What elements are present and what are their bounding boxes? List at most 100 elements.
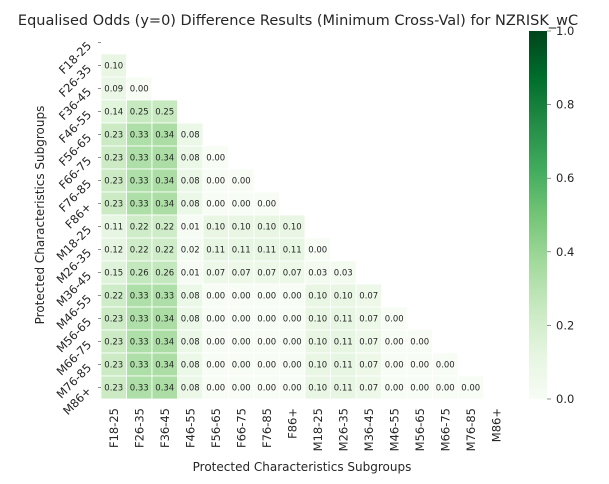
cell-value-label: 0.33: [130, 177, 149, 187]
cell-value-label: 0.08: [181, 361, 200, 371]
cell-value-label: 0.00: [283, 315, 302, 325]
cell-value-label: 0.34: [155, 131, 174, 141]
colorbar-tick-label: 0.4: [556, 245, 574, 259]
cell-value-label: 0.11: [334, 315, 353, 325]
cell-value-label: 0.00: [385, 338, 404, 348]
cell-value-label: 0.33: [130, 131, 149, 141]
cell-value-label: 0.00: [410, 338, 429, 348]
cell-value-label: 0.33: [130, 200, 149, 210]
cell-value-label: 0.10: [308, 338, 327, 348]
cell-value-label: 0.00: [283, 292, 302, 302]
cell-value-label: 0.23: [104, 177, 123, 187]
colorbar-ticks: 0.0 0.2 0.4 0.6 0.8 1.0: [547, 24, 574, 406]
x-tick-label: F76-85: [260, 408, 274, 448]
cell-value-label: 0.33: [130, 154, 149, 164]
cell-value-label: 0.07: [359, 361, 378, 371]
cell-value-label: 0.00: [232, 338, 251, 348]
cell-value-label: 0.23: [104, 361, 123, 371]
cell-value-label: 0.00: [385, 384, 404, 394]
heatmap-cell: [457, 375, 484, 400]
chart-title: Equalised Odds (y=0) Difference Results …: [18, 13, 578, 29]
cell-value-label: 0.00: [461, 384, 480, 394]
x-tick-label: M26-35: [336, 408, 350, 451]
cell-value-label: 0.02: [181, 246, 200, 256]
cell-value-label: 0.01: [181, 269, 200, 279]
cell-value-label: 0.03: [308, 269, 327, 279]
x-tick-label: M56-65: [413, 408, 427, 451]
cell-value-label: 0.07: [257, 269, 276, 279]
cell-value-label: 0.00: [410, 361, 429, 371]
cell-value-label: 0.34: [155, 384, 174, 394]
cell-value-label: 0.00: [206, 292, 225, 302]
cell-value-label: 0.10: [283, 223, 302, 233]
cell-value-label: 0.00: [436, 384, 455, 394]
cell-value-label: 0.34: [155, 177, 174, 187]
cell-value-label: 0.00: [283, 338, 302, 348]
cell-value-label: 0.33: [155, 292, 174, 302]
x-tick-label: F36-45: [158, 408, 172, 448]
cell-value-label: 0.33: [130, 384, 149, 394]
y-axis-label: Protected Characteristics Subgroups: [33, 106, 47, 325]
cell-value-label: 0.10: [104, 62, 123, 72]
cell-value-label: 0.08: [181, 154, 200, 164]
cell-value-label: 0.34: [155, 200, 174, 210]
cell-value-label: 0.33: [130, 361, 149, 371]
x-tick-labels: F18-25 F26-35 F36-45 F46-55 F56-65 F66-75 F76-…: [107, 408, 504, 451]
cell-value-label: 0.22: [155, 246, 174, 256]
colorbar-tick-label: 0.0: [556, 392, 574, 406]
cell-value-label: 0.00: [232, 315, 251, 325]
cell-value-label: 0.11: [334, 384, 353, 394]
cell-value-label: 0.00: [283, 361, 302, 371]
cell-value-label: 0.00: [232, 384, 251, 394]
cell-value-label: 0.07: [359, 292, 378, 302]
cell-value-label: 0.23: [104, 131, 123, 141]
cell-value-label: 0.11: [334, 361, 353, 371]
cell-value-label: 0.00: [385, 315, 404, 325]
cell-value-label: 0.00: [206, 154, 225, 164]
cell-value-label: 0.34: [155, 361, 174, 371]
cell-value-label: 0.08: [181, 292, 200, 302]
x-tick-label: M86+: [489, 408, 503, 442]
cell-value-label: 0.11: [257, 246, 276, 256]
cell-value-label: 0.23: [104, 384, 123, 394]
x-tick-label: F18-25: [107, 408, 121, 448]
cell-value-label: 0.26: [155, 269, 174, 279]
cell-value-label: 0.00: [206, 384, 225, 394]
cell-value-label: 0.26: [130, 269, 149, 279]
cell-value-label: 0.00: [385, 361, 404, 371]
x-tick-label: F56-65: [209, 408, 223, 448]
cell-value-label: 0.10: [232, 223, 251, 233]
cell-value-label: 0.00: [206, 338, 225, 348]
x-tick-label: M66-75: [438, 408, 452, 451]
x-tick-label: F66-75: [234, 408, 248, 448]
cell-value-label: 0.22: [155, 223, 174, 233]
cell-value-label: 0.33: [130, 292, 149, 302]
x-tick-label: M46-55: [387, 408, 401, 451]
cell-value-label: 0.07: [359, 338, 378, 348]
cell-value-label: 0.00: [308, 246, 327, 256]
cell-value-label: 0.22: [130, 223, 149, 233]
cell-value-label: 0.08: [181, 384, 200, 394]
cell-value-label: 0.15: [104, 269, 123, 279]
cell-value-label: 0.10: [334, 292, 353, 302]
cell-value-label: 0.22: [104, 292, 123, 302]
cell-value-label: 0.10: [308, 315, 327, 325]
x-tick-label: M76-85: [464, 408, 478, 451]
cell-value-label: 0.00: [232, 361, 251, 371]
cell-value-label: 0.11: [283, 246, 302, 256]
colorbar-tick-label: 0.2: [556, 318, 574, 332]
colorbar: [529, 31, 547, 399]
cell-value-label: 0.23: [104, 200, 123, 210]
cell-value-label: 0.11: [334, 338, 353, 348]
cell-value-label: 0.07: [283, 269, 302, 279]
heatmap-cells: 0.10 0.09 0.00 0.14 0.25 0.25 0.23 0.33 0.34 0.08…: [100, 53, 484, 400]
x-tick-label: F86+: [285, 408, 299, 439]
cell-value-label: 0.12: [104, 246, 123, 256]
cell-value-label: 0.00: [206, 177, 225, 187]
x-axis-label: Protected Characteristics Subgroups: [193, 460, 412, 474]
cell-value-label: 0.23: [104, 315, 123, 325]
cell-value-label: 0.10: [308, 384, 327, 394]
cell-value-label: 0.10: [206, 223, 225, 233]
cell-value-label: 0.09: [104, 85, 123, 95]
